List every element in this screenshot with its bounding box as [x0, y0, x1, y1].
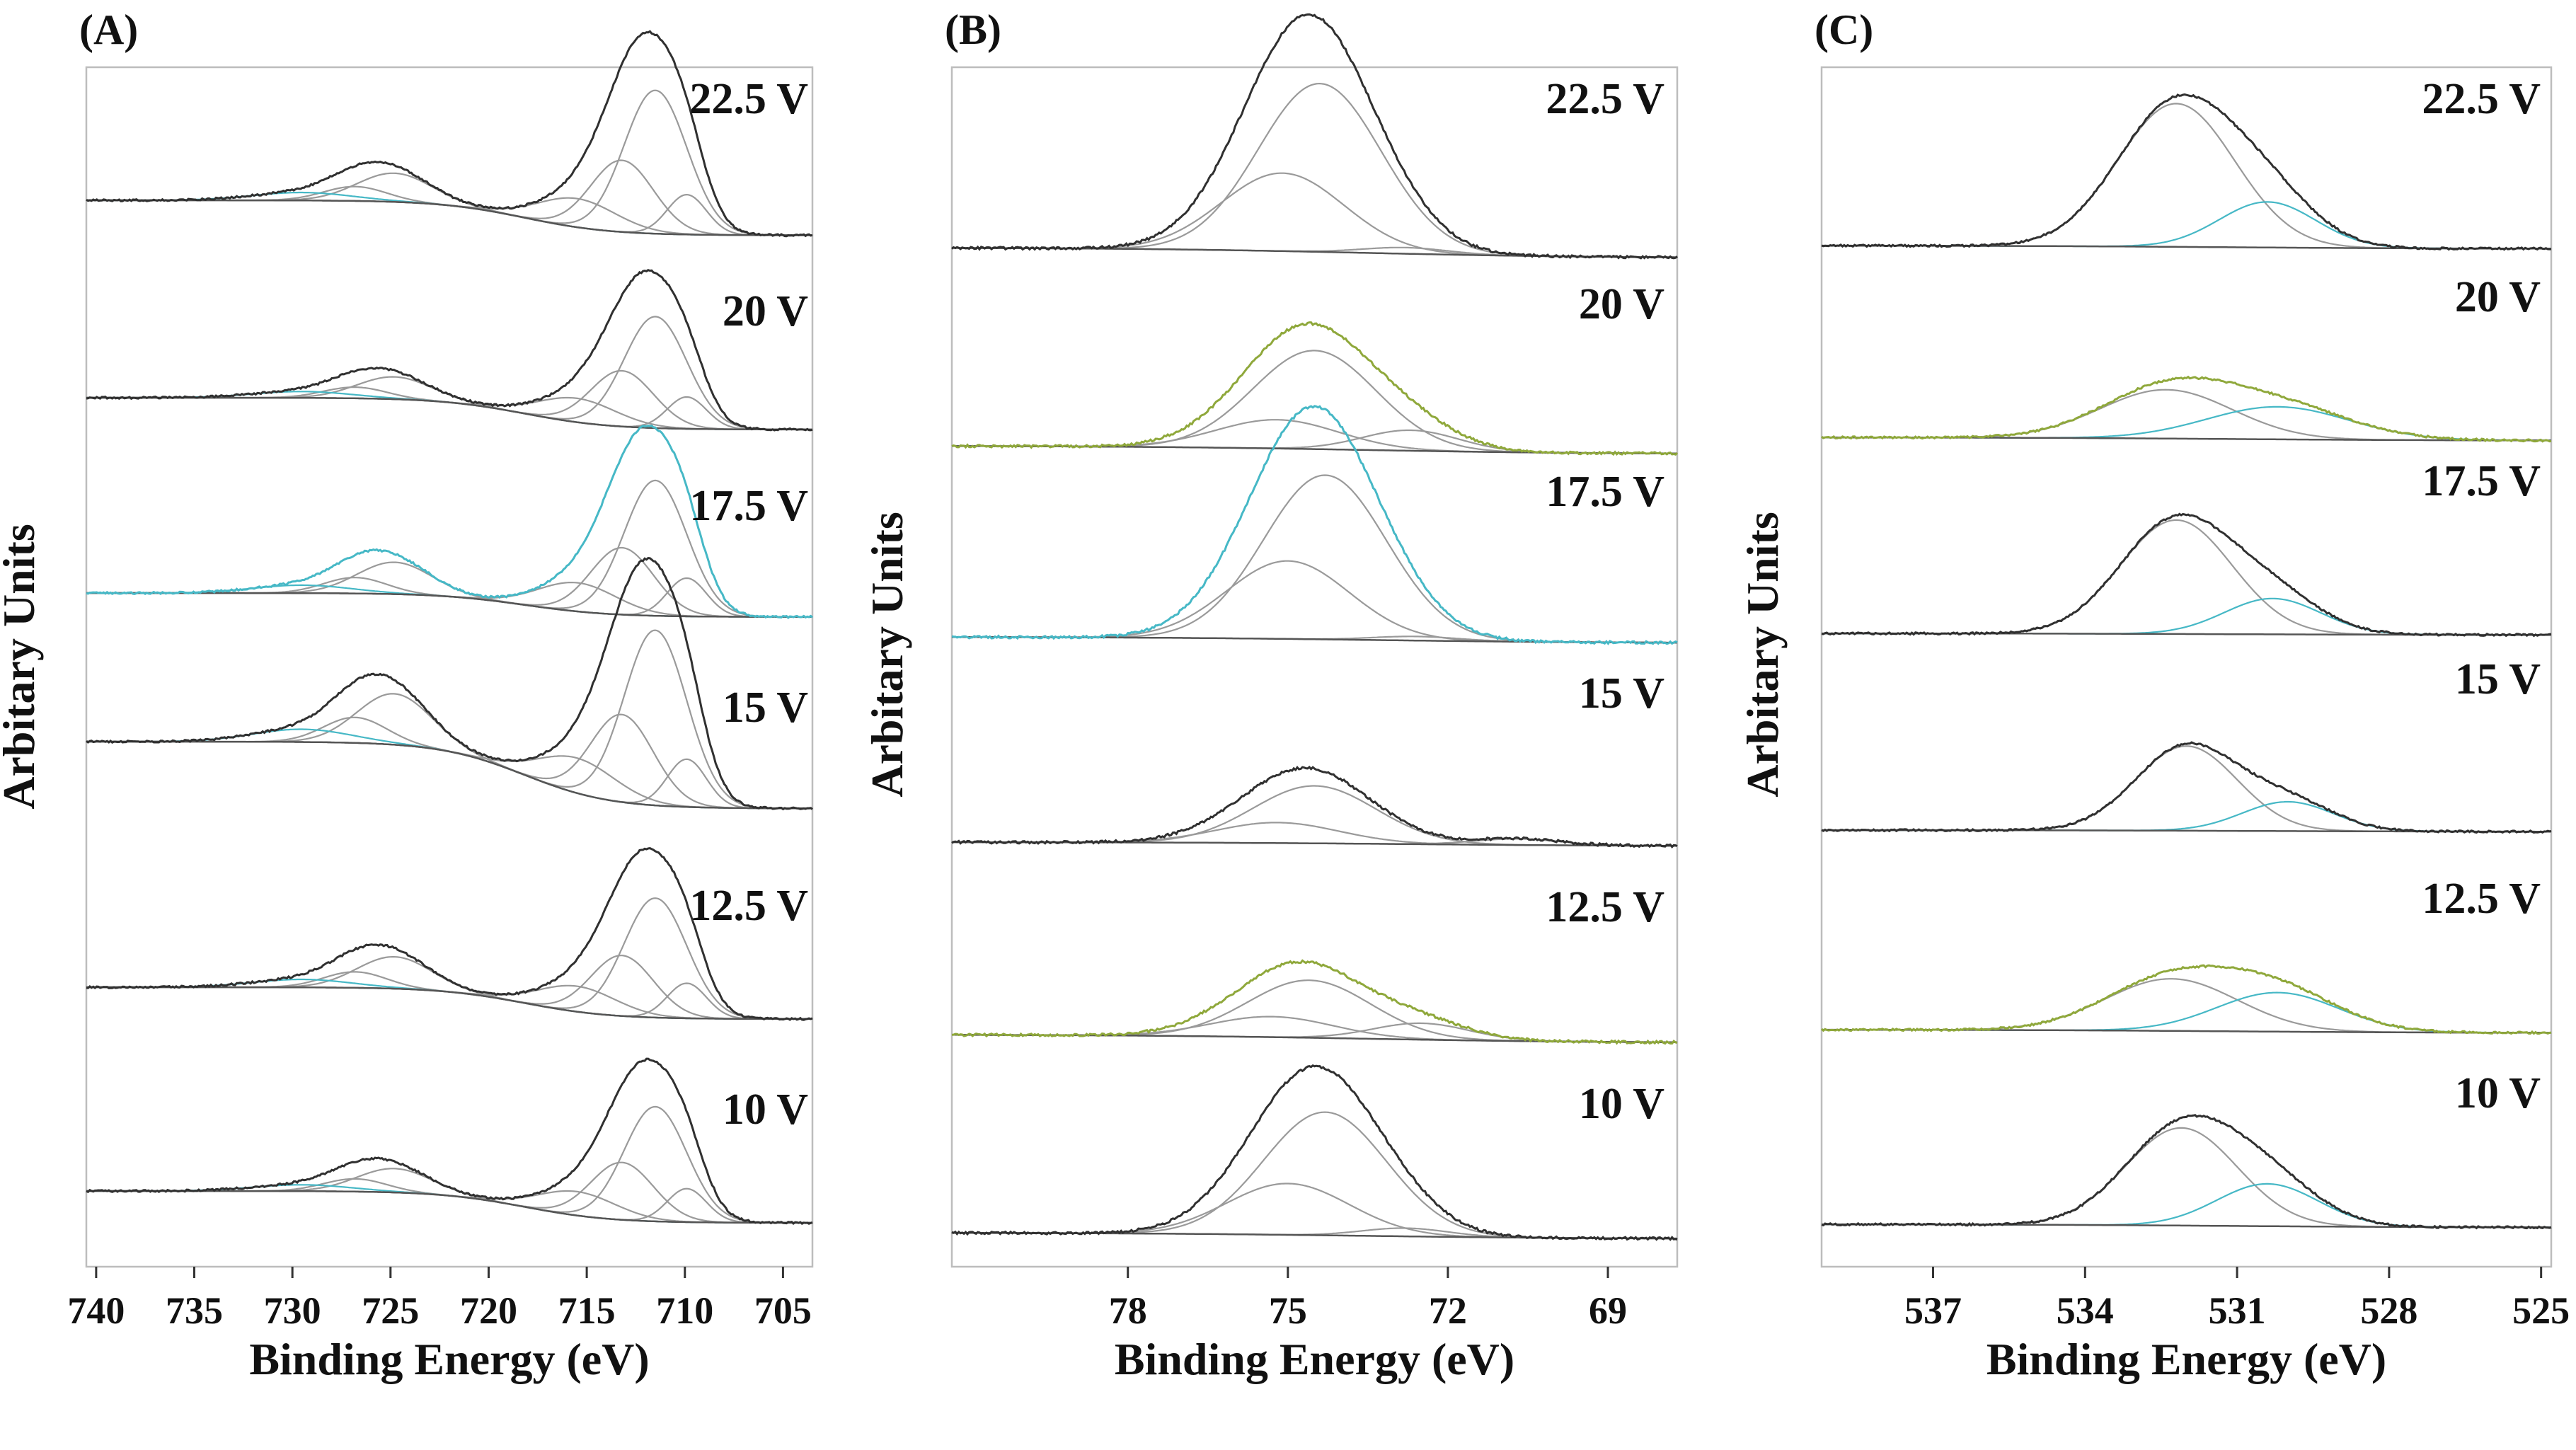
- background-line: [86, 740, 812, 810]
- voltage-label: 20 V: [723, 287, 808, 335]
- voltage-label: 15 V: [1579, 669, 1664, 718]
- plot-frame: [950, 66, 1679, 1268]
- spectrum-5: 10 V: [86, 1057, 813, 1226]
- voltage-label: 17.5 V: [2422, 457, 2541, 505]
- spectrum-envelope: [86, 847, 813, 1021]
- voltage-label: 10 V: [1579, 1080, 1664, 1128]
- x-axis-title: Binding Energy (eV): [1115, 1334, 1514, 1384]
- voltage-label: 15 V: [723, 684, 808, 732]
- panels-group: (A) 740 735 730 725 720 715 710 705 Binding Energ…: [0, 6, 2570, 1384]
- spectrum-envelope: [1821, 93, 2552, 251]
- voltage-label: 10 V: [2455, 1069, 2541, 1117]
- x-tick-label: 705: [754, 1289, 812, 1332]
- spectrum-0: 22.5 V: [951, 13, 1678, 260]
- x-tick-label: 528: [2360, 1289, 2417, 1332]
- spectrum-1: 20 V: [951, 280, 1679, 456]
- spectrum-4: 12.5 V: [1820, 875, 2552, 1035]
- panel-label: (C): [1815, 6, 1873, 53]
- panel-a: (A) 740 735 730 725 720 715 710 705 Binding Energ…: [0, 6, 814, 1384]
- voltage-label: 12.5 V: [1546, 883, 1664, 931]
- voltage-label: 12.5 V: [2422, 875, 2541, 923]
- voltage-label: 22.5 V: [689, 75, 808, 123]
- panel-b: (B) 78 75 72 69 Binding Energy (eV) Arbitary U…: [862, 6, 1679, 1384]
- spectrum-envelope: [1821, 512, 2552, 638]
- spectrum-envelope: [1821, 741, 2552, 834]
- voltage-label: 22.5 V: [1546, 75, 1664, 123]
- spectrum-envelope: [951, 13, 1678, 260]
- x-tick-label: 710: [656, 1289, 713, 1332]
- spectrum-5: 10 V: [1821, 1069, 2552, 1230]
- background-line: [86, 592, 812, 618]
- plot-frame: [85, 66, 814, 1268]
- x-tick-label: 730: [264, 1289, 321, 1332]
- spectrum-3: 15 V: [86, 557, 813, 811]
- spectrum-envelope: [951, 321, 1679, 456]
- plot-frame: [1820, 66, 2553, 1268]
- x-tick-label: 725: [362, 1289, 419, 1332]
- background-line: [86, 199, 812, 236]
- spectrum-envelope: [86, 269, 813, 432]
- x-tick-label: 720: [460, 1289, 517, 1332]
- spectrum-2: 17.5 V: [86, 424, 813, 620]
- spectrum-envelope: [86, 30, 813, 238]
- x-tick-label: 735: [166, 1289, 223, 1332]
- spectrum-0: 22.5 V: [86, 30, 813, 238]
- spectrum-envelope: [86, 557, 813, 811]
- spectrum-envelope: [951, 1064, 1678, 1241]
- x-tick-label: 69: [1589, 1289, 1627, 1332]
- voltage-label: 10 V: [723, 1086, 808, 1134]
- x-tick-label: 525: [2512, 1289, 2570, 1332]
- background-line: [86, 1190, 812, 1224]
- spectrum-3: 15 V: [1821, 655, 2552, 834]
- background-line: [86, 396, 812, 431]
- voltage-label: 20 V: [1579, 280, 1664, 328]
- voltage-label: 17.5 V: [689, 482, 808, 530]
- spectrum-2: 17.5 V: [951, 405, 1678, 645]
- spectrum-envelope: [1820, 964, 2552, 1035]
- spectrum-0: 22.5 V: [1821, 75, 2552, 251]
- x-tick-label: 75: [1269, 1289, 1307, 1332]
- spectrum-envelope: [1821, 375, 2552, 443]
- x-axis-title: Binding Energy (eV): [249, 1334, 649, 1384]
- y-axis-title: Arbitary Units: [862, 512, 912, 798]
- spectrum-1: 20 V: [86, 269, 813, 432]
- panel-label: (A): [79, 6, 138, 53]
- x-tick-label: 78: [1109, 1289, 1147, 1332]
- x-tick-label: 715: [558, 1289, 616, 1332]
- spectrum-5: 10 V: [951, 1064, 1678, 1241]
- spectrum-envelope: [951, 959, 1678, 1045]
- spectrum-4: 12.5 V: [951, 883, 1678, 1045]
- y-axis-title: Arbitary Units: [1737, 512, 1788, 798]
- voltage-label: 17.5 V: [1546, 468, 1664, 516]
- spectrum-1: 20 V: [1821, 273, 2552, 443]
- spectrum-envelope: [951, 765, 1678, 848]
- spectrum-envelope: [951, 405, 1678, 645]
- voltage-label: 22.5 V: [2422, 75, 2541, 123]
- voltage-label: 20 V: [2455, 273, 2541, 321]
- panel-label: (B): [945, 6, 1001, 53]
- voltage-label: 12.5 V: [689, 882, 808, 930]
- y-axis-title: Arbitary Units: [0, 524, 44, 810]
- x-tick-label: 534: [2057, 1289, 2114, 1332]
- spectrum-3: 15 V: [951, 669, 1678, 848]
- x-tick-label: 537: [1904, 1289, 1962, 1332]
- x-axis-title: Binding Energy (eV): [1986, 1334, 2386, 1384]
- x-tick-label: 531: [2209, 1289, 2266, 1332]
- background-line: [86, 986, 812, 1020]
- spectrum-envelope: [86, 424, 813, 620]
- x-tick-label: 72: [1429, 1289, 1467, 1332]
- spectrum-2: 17.5 V: [1821, 457, 2552, 638]
- panel-c: (C) 537 534 531 528 525 Binding Energy (eV) Arb…: [1737, 6, 2570, 1384]
- spectrum-4: 12.5 V: [86, 847, 813, 1021]
- voltage-label: 15 V: [2455, 655, 2541, 703]
- spectrum-envelope: [86, 1057, 813, 1226]
- x-tick-label: 740: [67, 1289, 125, 1332]
- spectrum-envelope: [1821, 1114, 2552, 1230]
